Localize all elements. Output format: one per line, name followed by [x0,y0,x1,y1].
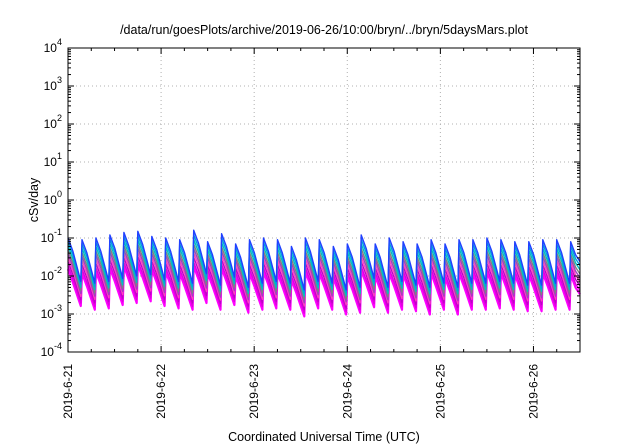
x-tick-label: 2019-6-24 [340,364,354,419]
series-line-1 [67,259,581,314]
series-line-8 [67,229,581,291]
data-series-group [66,229,581,318]
y-tick-label: 104 [44,37,62,55]
x-tick-labels: 2019-6-21 2019-6-22 2019-6-23 2019-6-24 2019… [61,364,540,419]
series-line-4 [67,247,581,304]
x-tick-label: 2019-6-25 [433,364,447,419]
x-tick-label: 2019-6-21 [61,364,75,419]
y-tick-label: 10-1 [41,227,62,245]
series-line-5 [67,243,581,301]
grid [67,48,580,352]
series-line-3 [67,251,581,307]
x-tick-label: 2019-6-22 [154,364,168,419]
series-line-0 [66,263,581,318]
x-tick-label: 2019-6-23 [247,364,261,419]
y-tick-labels: 10-4 10-3 10-2 10-1 100 101 102 103 104 [41,37,62,359]
y-tick-label: 101 [44,151,62,169]
axis-ticks [67,47,580,353]
x-tick-label: 2019-6-26 [526,364,540,419]
y-tick-label: 100 [44,189,62,207]
y-tick-label: 102 [44,113,62,131]
y-axis-title: cSv/day [27,177,41,222]
y-tick-label: 10-4 [41,341,62,359]
series-line-7 [67,233,581,294]
series-line-2 [67,255,581,311]
series-line-6 [67,238,581,297]
chart-title: /data/run/goesPlots/archive/2019-06-26/1… [120,23,528,37]
y-tick-label: 10-2 [41,265,62,283]
y-tick-label: 103 [44,75,62,93]
x-axis-title: Coordinated Universal Time (UTC) [228,430,420,444]
y-tick-label: 10-3 [41,303,62,321]
